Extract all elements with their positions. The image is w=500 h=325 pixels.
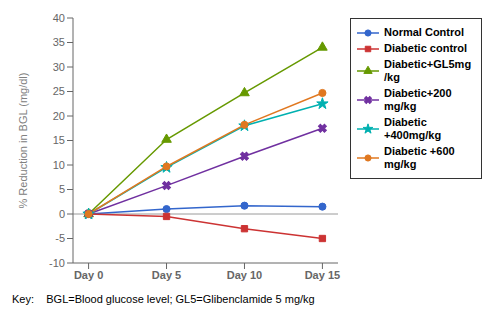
svg-text:Day 15: Day 15 (305, 269, 340, 281)
svg-text:Day 5: Day 5 (152, 269, 181, 281)
html-text:Diabetic+200 mg/kg: Diabetic+200 mg/kg (384, 87, 452, 112)
svg-text:Day 10: Day 10 (227, 269, 262, 281)
svg-text:Day 0: Day 0 (74, 269, 103, 281)
svg-text:-5: -5 (55, 232, 65, 244)
svg-text:% Reduction in BGL (mg/dl): % Reduction in BGL (mg/dl) (17, 73, 29, 209)
svg-text:30: 30 (53, 61, 65, 73)
svg-text:35: 35 (53, 36, 65, 48)
svg-text:20: 20 (53, 110, 65, 122)
html-text:Diabetic +400mg/kg: Diabetic +400mg/kg (384, 116, 442, 141)
svg-text:10: 10 (53, 159, 65, 171)
svg-text:-10: -10 (49, 257, 65, 269)
html-text:Diabetic+GL5mg /kg: Diabetic+GL5mg /kg (384, 58, 472, 83)
html-text:Diabetic +600 mg/kg: Diabetic +600 mg/kg (384, 145, 455, 170)
svg-text:25: 25 (53, 85, 65, 97)
svg-text:15: 15 (53, 134, 65, 146)
html-text:Normal Control: Normal Control (384, 26, 465, 38)
svg-text:5: 5 (59, 183, 65, 195)
html-text:Key: BGL=Blood glucose level;: Key: BGL=Blood glucose level; GL5=Gliben… (12, 293, 315, 305)
svg-text:0: 0 (59, 208, 65, 220)
svg-text:40: 40 (53, 12, 65, 24)
html-text:Diabetic control: Diabetic control (384, 42, 468, 54)
